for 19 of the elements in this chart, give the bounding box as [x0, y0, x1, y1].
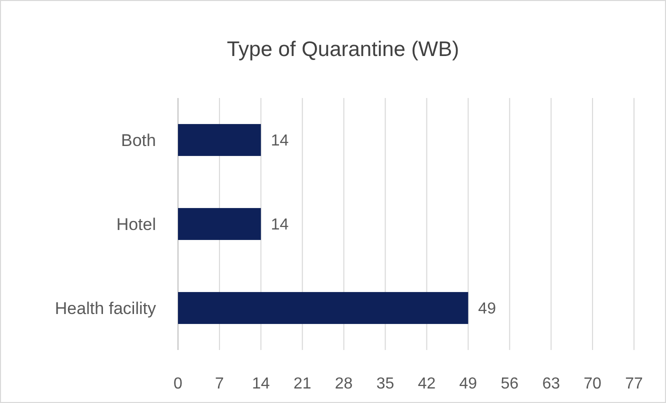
data-label: 14	[270, 216, 289, 234]
x-tick-label: 70	[584, 376, 602, 393]
x-tick-label: 0	[174, 376, 183, 393]
chart-title: Type of Quarantine (WB)	[226, 38, 460, 61]
x-tick-label: 28	[334, 376, 353, 393]
x-tick-label: 56	[500, 376, 519, 393]
x-tick-label: 49	[459, 376, 478, 393]
x-tick-label: 35	[376, 376, 394, 393]
data-label: 14	[270, 132, 289, 150]
x-tick-label: 21	[293, 376, 312, 393]
x-tick-label: 77	[625, 376, 643, 393]
y-tick-label: Both	[121, 130, 156, 150]
x-tick-label: 42	[418, 376, 436, 393]
y-tick-label: Hotel	[116, 214, 156, 234]
data-label: 49	[478, 300, 496, 318]
y-tick-label: Health facility	[54, 298, 156, 318]
x-tick-label: 63	[542, 376, 560, 393]
x-tick-label: 14	[252, 376, 270, 393]
x-tick-label: 7	[215, 376, 224, 393]
